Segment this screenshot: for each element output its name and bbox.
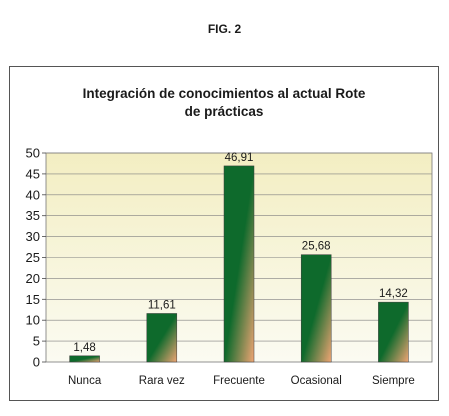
chart-title-line-1: Integración de conocimientos al actual R… bbox=[83, 86, 366, 101]
bar-ocasional bbox=[300, 254, 332, 363]
y-tick-label: 25 bbox=[26, 250, 40, 265]
bar-frecuente bbox=[223, 165, 255, 363]
x-category-label: Siempre bbox=[372, 375, 415, 387]
y-tick-label: 10 bbox=[26, 313, 40, 328]
bar-value-label: 11,61 bbox=[148, 299, 176, 311]
bar-nunca bbox=[69, 355, 100, 363]
figure-label: FIG. 2 bbox=[207, 22, 242, 36]
y-tick-label: 0 bbox=[33, 355, 40, 370]
bar-value-label: 46,91 bbox=[225, 152, 254, 164]
y-tick-label: 5 bbox=[33, 334, 40, 349]
y-tick-label: 20 bbox=[26, 271, 40, 286]
bar-value-label: 14,32 bbox=[379, 288, 408, 300]
x-category-label: Frecuente bbox=[213, 375, 265, 387]
x-category-label: Ocasional bbox=[291, 375, 342, 387]
bar-value-label: 1,48 bbox=[73, 342, 95, 354]
y-tick-label: 15 bbox=[26, 292, 40, 307]
bar-rara-vez bbox=[146, 313, 178, 363]
bar-siempre bbox=[378, 301, 409, 363]
y-tick-label: 30 bbox=[26, 229, 40, 244]
y-tick-label: 40 bbox=[26, 187, 40, 202]
y-tick-label: 50 bbox=[26, 146, 40, 161]
y-tick-label: 35 bbox=[26, 208, 40, 223]
chart-title-line-2: de prácticas bbox=[185, 104, 264, 119]
x-category-label: Nunca bbox=[68, 375, 102, 387]
y-tick-label: 45 bbox=[26, 166, 40, 181]
bar-value-label: 25,68 bbox=[302, 241, 331, 253]
x-category-label: Rara vez bbox=[139, 375, 185, 387]
